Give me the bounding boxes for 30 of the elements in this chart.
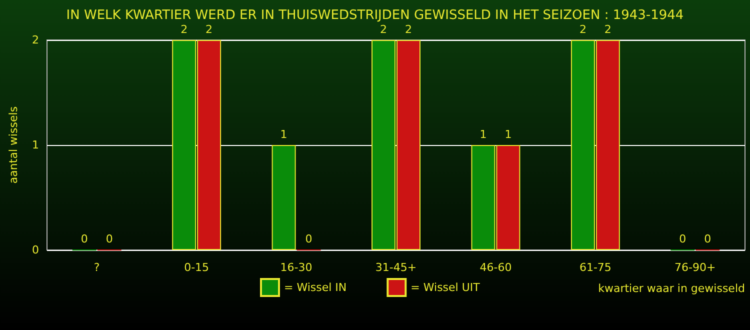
x-tick-label: 46-60 bbox=[480, 261, 512, 274]
data-label: 2 bbox=[604, 23, 612, 36]
x-tick-label: 61-75 bbox=[579, 261, 612, 274]
bar bbox=[272, 145, 296, 250]
x-tick-label: 76-90+ bbox=[674, 261, 716, 274]
y-tick-label: 2 bbox=[32, 34, 39, 46]
legend-label: = Wissel IN bbox=[284, 281, 347, 294]
x-axis-title: kwartier waar in gewisseld bbox=[598, 282, 745, 295]
legend-label: = Wissel UIT bbox=[410, 281, 480, 294]
x-tick-label: 16-30 bbox=[280, 261, 312, 274]
data-label: 2 bbox=[380, 23, 388, 36]
data-label: 0 bbox=[106, 232, 113, 246]
data-label: 2 bbox=[579, 23, 586, 36]
data-label: 2 bbox=[180, 23, 188, 36]
data-label: 0 bbox=[704, 232, 712, 246]
data-label: 2 bbox=[206, 23, 213, 36]
data-label: 0 bbox=[679, 232, 686, 246]
data-label: 1 bbox=[480, 128, 487, 141]
x-tick-label: 0-15 bbox=[184, 261, 210, 274]
y-tick-label: 1 bbox=[32, 138, 39, 152]
data-label: 1 bbox=[504, 128, 512, 141]
x-tick-label: ? bbox=[94, 261, 100, 274]
data-label: 0 bbox=[80, 232, 88, 246]
chart-title: IN WELK KWARTIER WERD ER IN THUISWEDSTRIJDEN GEWISSELD IN HET SEIZOEN : 1943-1944 bbox=[66, 8, 684, 23]
data-label: 2 bbox=[404, 23, 412, 36]
data-label: 1 bbox=[280, 128, 288, 141]
y-tick-label: 0 bbox=[32, 244, 39, 256]
data-label: 0 bbox=[305, 232, 312, 246]
x-tick-label: 31-45+ bbox=[375, 261, 417, 274]
y-axis-title: aantal wissels bbox=[7, 106, 20, 184]
